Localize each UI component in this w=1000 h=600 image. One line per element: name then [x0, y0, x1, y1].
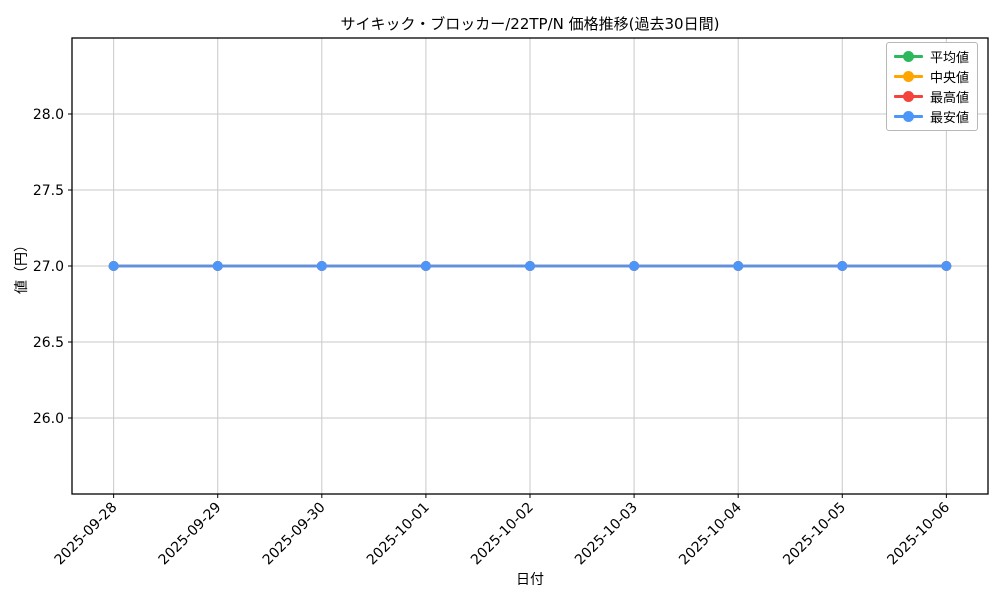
- legend-dot-icon: [903, 51, 914, 62]
- y-tick-label: 26.5: [33, 335, 64, 351]
- legend-series-marker-icon: [894, 51, 923, 63]
- x-tick-label: 2025-10-02: [468, 500, 537, 569]
- y-tick-label: 27.5: [33, 183, 64, 199]
- x-tick-label: 2025-10-03: [572, 500, 641, 569]
- y-tick-label: 27.0: [33, 259, 64, 275]
- x-axis-label: 日付: [516, 572, 544, 588]
- data-point: [837, 261, 848, 271]
- data-point: [420, 261, 431, 271]
- x-tick-label: 2025-10-05: [780, 500, 849, 569]
- legend-label: 平均値: [930, 51, 970, 66]
- legend-label: 最高値: [930, 91, 970, 106]
- legend-dot-icon: [903, 111, 914, 122]
- data-point: [733, 261, 744, 271]
- legend-item: 平均値: [894, 48, 970, 66]
- legend-series-marker-icon: [894, 91, 923, 103]
- data-point: [525, 261, 535, 271]
- data-point: [941, 261, 952, 271]
- legend-dot-icon: [903, 91, 914, 102]
- x-tick-label: 2025-10-04: [676, 499, 745, 568]
- x-tick-label: 2025-10-01: [364, 500, 433, 569]
- axes-border: [71, 37, 989, 495]
- legend-dot-icon: [903, 71, 914, 82]
- legend-item: 最安値: [894, 108, 970, 126]
- data-point: [629, 261, 640, 271]
- x-tick-label: 2025-09-30: [260, 500, 329, 569]
- legend-label: 中央値: [930, 71, 970, 86]
- data-point: [316, 261, 327, 271]
- data-point: [212, 261, 223, 271]
- legend-series-marker-icon: [894, 71, 923, 83]
- y-tick-label: 28.0: [33, 107, 64, 123]
- x-tick-label: 2025-10-06: [884, 499, 953, 568]
- legend: 平均値中央値最高値最安値: [886, 42, 979, 131]
- legend-item: 最高値: [894, 88, 970, 106]
- y-tick-label: 26.0: [33, 411, 64, 427]
- legend-label: 最安値: [930, 111, 970, 126]
- x-tick-label: 2025-09-28: [52, 500, 121, 569]
- legend-series-marker-icon: [894, 111, 923, 123]
- data-point: [108, 261, 119, 271]
- chart-title: サイキック・ブロッカー/22TP/N 価格推移(過去30日間): [340, 15, 720, 33]
- x-tick-label: 2025-09-29: [156, 500, 225, 569]
- legend-item: 中央値: [894, 68, 970, 86]
